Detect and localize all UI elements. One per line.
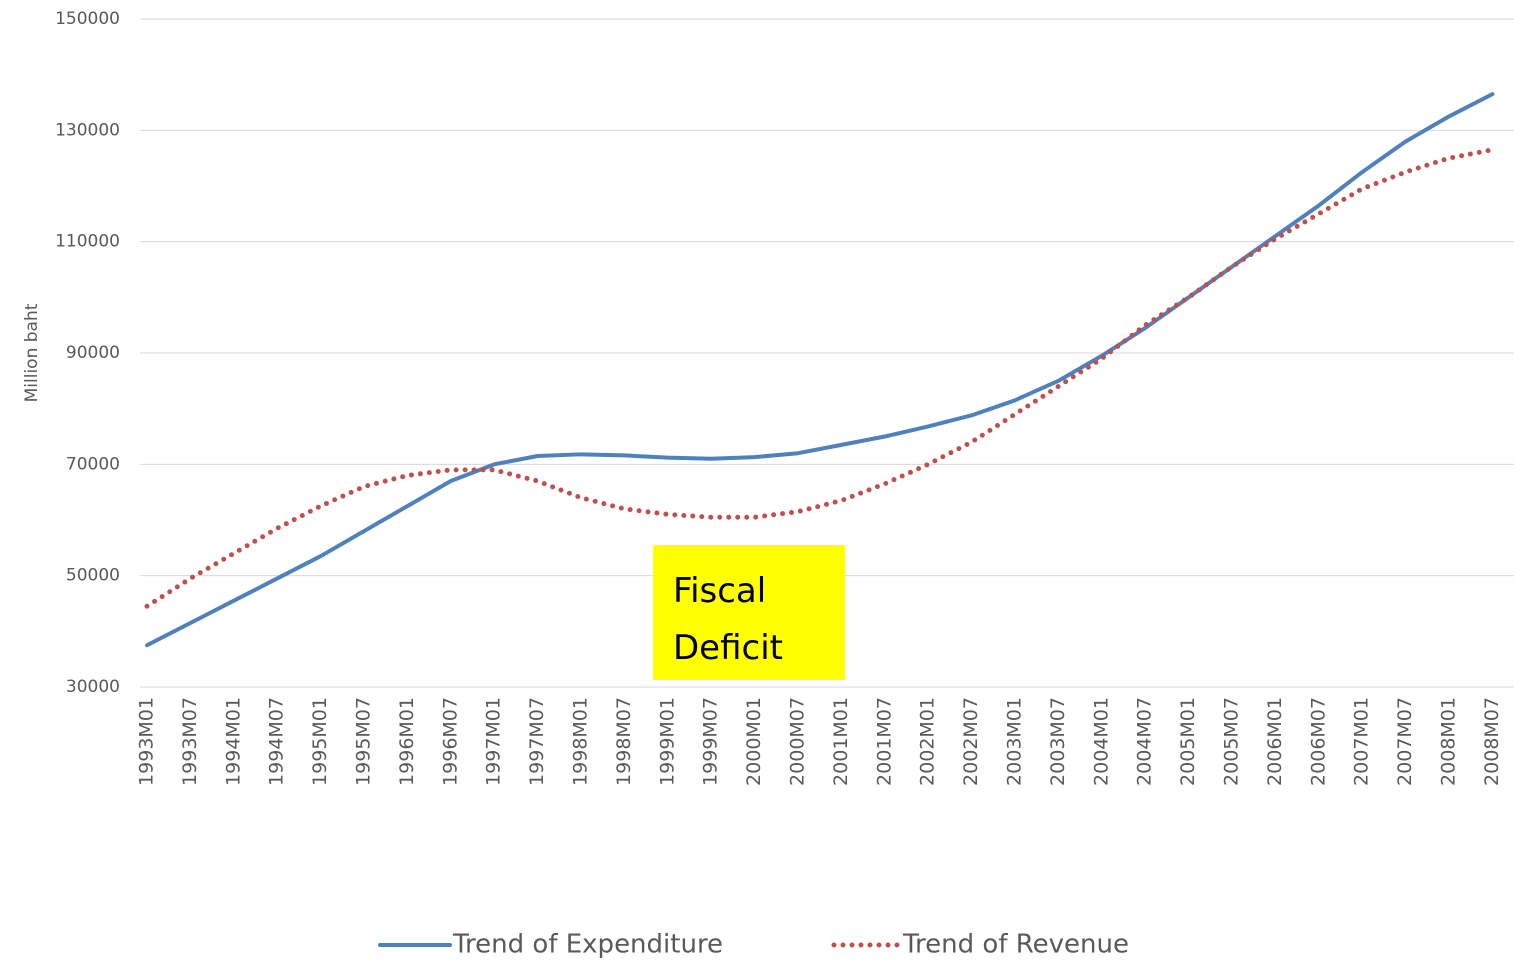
- x-tick-label: 1999M07: [700, 697, 722, 786]
- x-tick-label: 1994M01: [222, 697, 244, 786]
- x-tick-label: 1993M07: [179, 697, 201, 786]
- x-tick-label: 2003M07: [1047, 697, 1069, 786]
- x-tick-label: 1993M01: [136, 697, 158, 786]
- x-tick-label: 1997M01: [483, 697, 505, 786]
- x-tick-label: 2002M07: [960, 697, 982, 786]
- x-tick-label: 2007M07: [1394, 697, 1416, 786]
- y-axis-label: Million baht: [22, 303, 42, 402]
- y-tick-label: 90000: [66, 343, 120, 363]
- x-tick-label: 2008M01: [1438, 697, 1460, 786]
- x-tick-label: 2005M07: [1221, 697, 1243, 786]
- y-tick-label: 70000: [66, 454, 120, 474]
- x-tick-label: 2006M07: [1307, 697, 1329, 786]
- legend-label: Trend of Expenditure: [452, 930, 723, 960]
- y-tick-label: 110000: [55, 232, 120, 252]
- x-tick-label: 2003M01: [1004, 697, 1026, 786]
- x-tick-label: 1994M07: [266, 697, 288, 786]
- x-tick-label: 2005M01: [1177, 697, 1199, 786]
- x-tick-label: 2002M01: [917, 697, 939, 786]
- x-tick-label: 2000M01: [743, 697, 765, 786]
- x-tick-label: 2008M07: [1481, 697, 1503, 786]
- x-tick-label: 2004M07: [1134, 697, 1156, 786]
- x-tick-label: 2001M01: [830, 697, 852, 786]
- x-tick-label: 2007M01: [1351, 697, 1373, 786]
- y-tick-label: 130000: [55, 120, 120, 140]
- x-tick-label: 1998M01: [570, 697, 592, 786]
- x-tick-label: 1997M07: [526, 697, 548, 786]
- series-line: [145, 92, 1495, 648]
- x-tick-label: 2004M01: [1090, 697, 1112, 786]
- x-tick-label: 2006M01: [1264, 697, 1286, 786]
- x-tick-label: 2000M07: [787, 697, 809, 786]
- x-tick-label: 1995M01: [309, 697, 331, 786]
- x-tick-label: 1996M01: [396, 697, 418, 786]
- y-tick-label: 150000: [55, 9, 120, 29]
- x-tick-label: 1995M07: [353, 697, 375, 786]
- x-tick-label: 1998M07: [613, 697, 635, 786]
- x-tick-label: 1996M07: [439, 697, 461, 786]
- x-tick-label: 2001M07: [873, 697, 895, 786]
- x-tick-label: 1999M01: [656, 697, 678, 786]
- annotation: Fiscal Deficit: [653, 545, 845, 680]
- series-line: [144, 147, 1495, 609]
- legend-label: Trend of Revenue: [902, 930, 1129, 960]
- y-tick-label: 50000: [66, 566, 120, 586]
- y-tick-label: 30000: [66, 677, 120, 697]
